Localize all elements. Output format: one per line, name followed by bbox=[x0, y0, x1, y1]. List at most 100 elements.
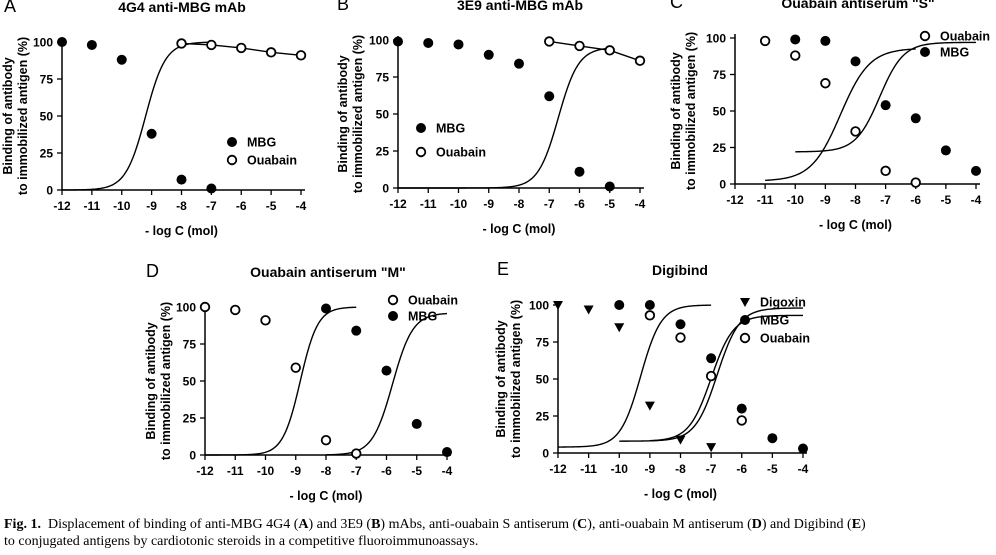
x-tick-label: -6 bbox=[574, 197, 585, 211]
legend-marker-ouabain bbox=[415, 146, 427, 158]
legend-label: MBG bbox=[408, 310, 437, 324]
x-tick-label: -8 bbox=[850, 193, 861, 207]
mbg-point bbox=[176, 174, 187, 185]
x-tick-label: -5 bbox=[266, 199, 277, 213]
ouabain-point bbox=[290, 362, 301, 373]
caption-line-2: to conjugated antigens by cardiotonic st… bbox=[4, 534, 479, 549]
y-tick-label: 50 bbox=[713, 105, 727, 119]
y-axis-label-line-1: Binding of antibody bbox=[336, 55, 350, 172]
mbg-point bbox=[644, 300, 655, 310]
legend-label: Ouabain bbox=[940, 30, 990, 44]
x-tick-label: -9 bbox=[820, 193, 831, 207]
mbg-point bbox=[820, 35, 831, 46]
x-tick-label: -11 bbox=[757, 193, 774, 207]
x-tick-label: -10 bbox=[113, 199, 131, 213]
x-tick-label: -10 bbox=[787, 193, 805, 207]
x-tick-label: -7 bbox=[206, 199, 217, 213]
y-axis-label-line-1: Binding of antibody bbox=[494, 320, 508, 437]
x-tick-label: -5 bbox=[411, 464, 422, 478]
x-tick-label: -12 bbox=[726, 193, 744, 207]
y-tick-label: 25 bbox=[40, 147, 54, 161]
y-tick-label: 25 bbox=[183, 412, 197, 426]
caption-text-1: Displacement of binding of anti-MBG 4G4 … bbox=[47, 517, 299, 532]
legend-label: MBG bbox=[436, 122, 465, 136]
panel-letter: C bbox=[670, 0, 683, 12]
mbg-point bbox=[321, 303, 331, 314]
ouabain-point bbox=[736, 415, 747, 426]
ouabain-point bbox=[705, 370, 717, 382]
x-axis-label: - log C (mol) bbox=[290, 489, 363, 503]
y-axis-label-line-1: Binding of antibody bbox=[1, 57, 15, 174]
legend: Ouabain MBG bbox=[919, 30, 990, 60]
panel-letter: E bbox=[497, 259, 509, 279]
figure-caption: Fig. 1. Displacement of binding of anti-… bbox=[4, 516, 992, 550]
caption-ref-a: A bbox=[298, 517, 309, 532]
ouabain-point bbox=[176, 38, 187, 49]
legend-marker-ouabain bbox=[226, 154, 238, 166]
y-axis-label-line-1: Binding of antibody bbox=[144, 322, 158, 439]
mbg-curve bbox=[619, 307, 804, 442]
panel-letter: A bbox=[4, 0, 16, 16]
x-tick-label: -6 bbox=[381, 464, 392, 478]
y-axis-label-line-2: to immobilized antigen (%) bbox=[351, 35, 365, 193]
ouabain-point bbox=[850, 126, 861, 137]
y-axis-label-line-1: Binding of antibody bbox=[669, 52, 683, 169]
mbg-point bbox=[544, 91, 555, 102]
x-tick-label: -8 bbox=[514, 197, 525, 211]
ouabain-point bbox=[295, 50, 307, 61]
mbg-point bbox=[116, 54, 127, 65]
mbg-point bbox=[453, 39, 464, 50]
x-axis-label: - log C (mol) bbox=[145, 224, 218, 238]
mbg-curve bbox=[325, 312, 448, 456]
x-tick-label: -4 bbox=[971, 193, 982, 207]
mbg-point bbox=[57, 37, 67, 47]
y-axis-label-line-2: to immobilized antigen (%) bbox=[159, 302, 173, 460]
y-tick-label: 100 bbox=[529, 299, 549, 313]
digoxin-point bbox=[614, 323, 625, 333]
y-axis-label-line-2: to immobilized antigen (%) bbox=[16, 37, 30, 195]
x-tick-label: -7 bbox=[544, 197, 555, 211]
mbg-point bbox=[604, 181, 615, 192]
panel-d: D Ouabain antiserum "M" 0 25 50 75 100 -12 -11 -1… bbox=[144, 261, 458, 503]
ouabain-point bbox=[230, 304, 241, 316]
ouabain-point bbox=[351, 448, 362, 459]
panel-a: A 4G4 anti-MBG mAb 0 25 50 75 100 -12 -11 -10 -9 -8… bbox=[1, 0, 307, 238]
mbg-point bbox=[706, 353, 717, 364]
mbg-point bbox=[514, 58, 524, 69]
x-tick-label: -12 bbox=[196, 464, 214, 478]
mbg-point bbox=[971, 165, 981, 176]
x-tick-label: -5 bbox=[604, 197, 615, 211]
x-tick-label: -7 bbox=[880, 193, 891, 207]
panel-e: E Digibind 0 25 50 75 100 -12 -11 -10 -9 -8 -7 -6 -5 -4… bbox=[494, 259, 810, 501]
mbg-curve bbox=[795, 41, 977, 153]
mbg-point bbox=[483, 49, 494, 60]
x-tick-label: -6 bbox=[736, 462, 747, 476]
x-tick-label: -9 bbox=[483, 197, 494, 211]
digoxin-point bbox=[583, 305, 594, 315]
x-tick-label: -4 bbox=[798, 462, 809, 476]
digoxin-point bbox=[675, 435, 686, 445]
mbg-point bbox=[736, 403, 747, 414]
ouabain-point bbox=[644, 310, 656, 321]
y-tick-label: 25 bbox=[376, 145, 390, 159]
mbg-point bbox=[351, 325, 362, 336]
y-tick-label: 75 bbox=[183, 338, 197, 352]
mbg-point bbox=[880, 100, 891, 111]
mbg-point bbox=[767, 433, 778, 444]
caption-ref-c: C bbox=[577, 517, 588, 532]
mbg-point bbox=[574, 166, 585, 177]
ouabain-point bbox=[320, 435, 332, 446]
x-tick-label: -12 bbox=[389, 197, 407, 211]
caption-text-6: ) bbox=[861, 517, 866, 532]
mbg-point bbox=[423, 37, 434, 48]
caption-ref-b: B bbox=[371, 517, 381, 532]
x-tick-label: -4 bbox=[296, 199, 307, 213]
x-axis-label: - log C (mol) bbox=[644, 487, 717, 501]
y-tick-label: 75 bbox=[536, 336, 550, 350]
y-tick-label: 25 bbox=[713, 141, 727, 155]
ouabain-point bbox=[759, 35, 771, 47]
y-axis-label-line-2: to immobilized antigen (%) bbox=[684, 32, 698, 190]
legend-label: MBG bbox=[247, 136, 276, 150]
digoxin-point bbox=[706, 443, 717, 453]
x-tick-label: -12 bbox=[549, 462, 567, 476]
